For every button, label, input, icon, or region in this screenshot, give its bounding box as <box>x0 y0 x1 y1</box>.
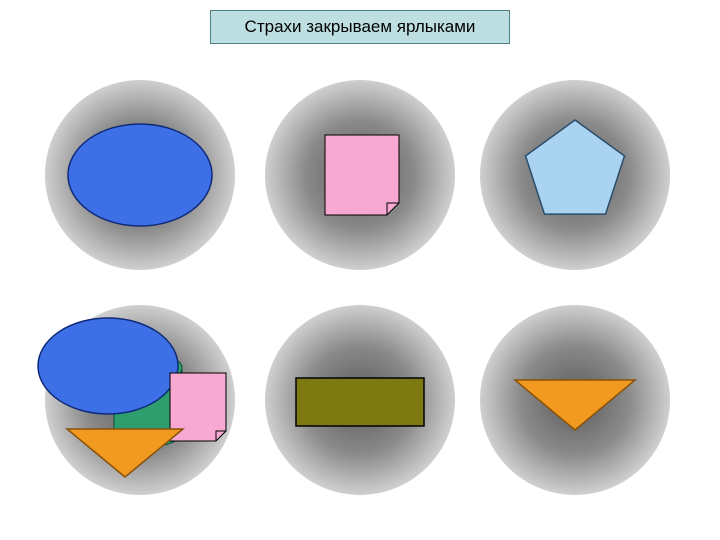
shape-ellipse-1 <box>68 124 212 226</box>
shape-note-2 <box>325 135 399 215</box>
diagram-stage <box>0 0 720 540</box>
shape-ellipse-5 <box>38 318 178 414</box>
shape-rect-8 <box>296 378 424 426</box>
